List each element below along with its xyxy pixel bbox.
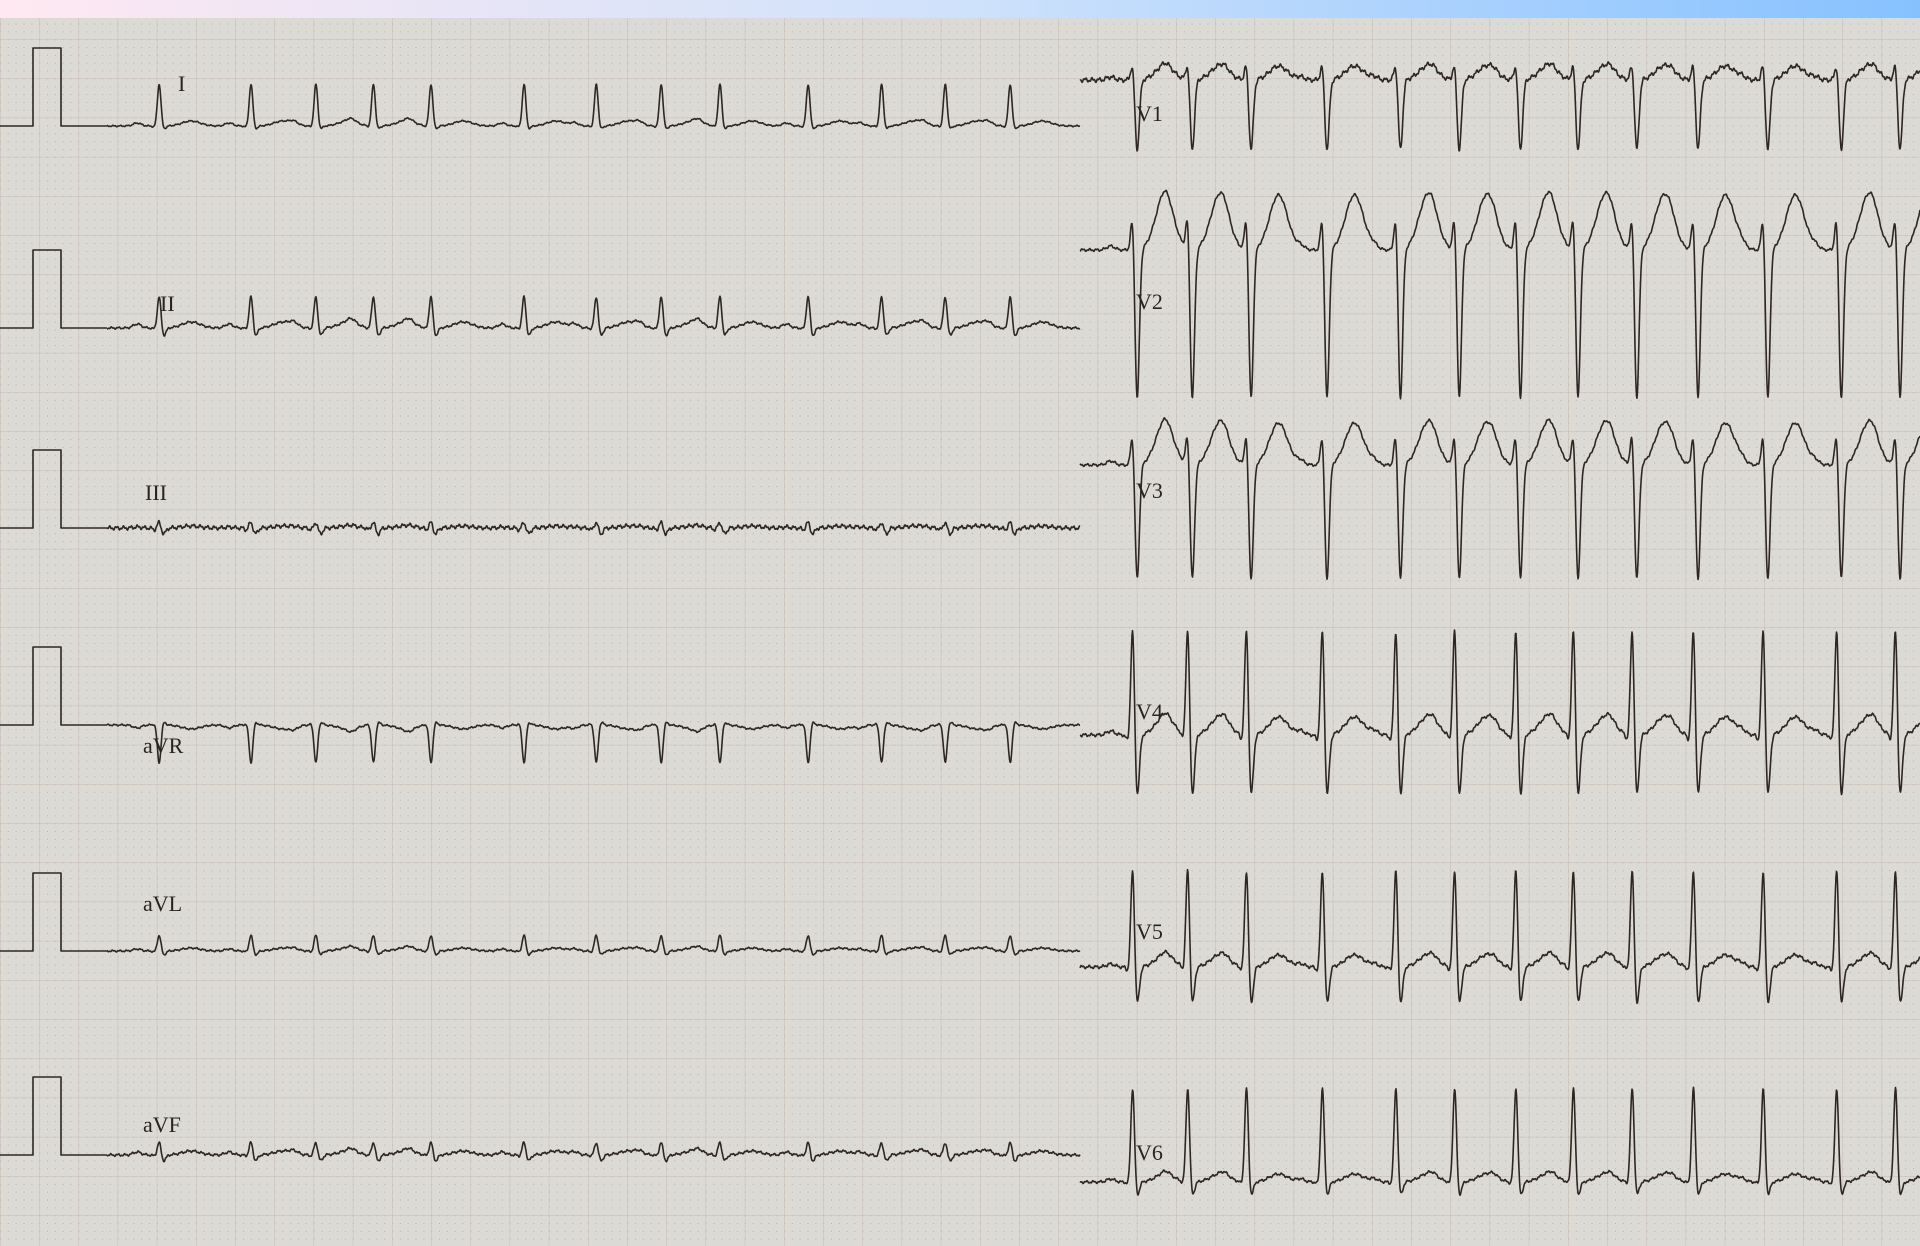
- lead-label: V6: [1136, 1140, 1163, 1165]
- lead-label: V3: [1136, 478, 1163, 503]
- lead-label: V1: [1136, 101, 1163, 126]
- top-bar: [0, 0, 1920, 18]
- lead-label: V4: [1136, 699, 1163, 724]
- lead-label: aVL: [143, 891, 182, 916]
- lead-label: III: [145, 480, 167, 505]
- ecg-sheet: IIIIIIaVRaVLaVFV1V2V3V4V5V6: [0, 0, 1920, 1246]
- lead-label: aVF: [143, 1112, 181, 1137]
- lead-label: II: [160, 291, 175, 316]
- lead-label: aVR: [143, 733, 184, 758]
- lead-label: V2: [1136, 289, 1163, 314]
- lead-label: V5: [1136, 919, 1163, 944]
- lead-label: I: [178, 71, 185, 96]
